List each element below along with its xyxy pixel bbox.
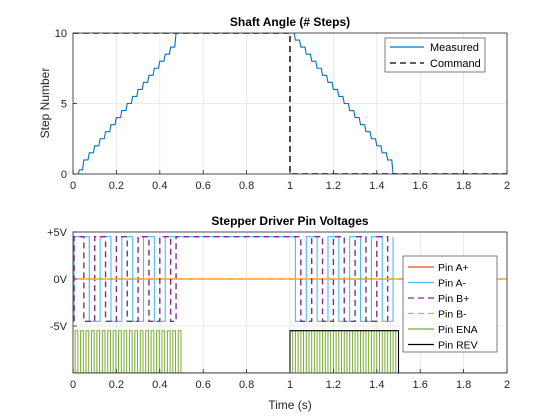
y-tick-label: 10 [55, 28, 67, 40]
legend-label-measured: Measured [430, 42, 479, 54]
y-tick-label: +5V [47, 227, 68, 239]
pin-voltages-x-ticks: 0 0.2 0.4 0.6 0.8 1 1.2 1.4 1.6 1.8 2 [70, 369, 510, 391]
x-tick-label: 2 [504, 379, 510, 391]
x-tick-label: 0.4 [152, 180, 167, 192]
series-pin-a- [73, 236, 394, 322]
x-tick-label: 0 [70, 379, 76, 391]
series-pin-ena [74, 330, 184, 373]
x-tick-label: 0 [70, 180, 76, 192]
x-tick-label: 1.8 [456, 180, 471, 192]
series-pin-b- [73, 235, 389, 322]
legend-label-pin-ena: Pin ENA [438, 324, 478, 336]
y-tick-label: -5V [50, 321, 68, 333]
pin-voltages-x-label: Time (s) [268, 398, 312, 412]
legend-label-pin-a-: Pin A- [438, 278, 467, 290]
x-tick-label: 0.6 [196, 180, 211, 192]
shaft-angle-title: Shaft Angle (# Steps) [230, 15, 350, 29]
shaft-angle-y-ticks: 0 5 10 [55, 28, 77, 181]
shaft-angle-series [73, 33, 507, 174]
x-tick-label: 1 [287, 379, 293, 391]
shaft-angle-y-label: Step Number [38, 68, 52, 139]
legend-label-command: Command [430, 58, 481, 70]
shaft-angle-axes: 0 0.2 0.4 0.6 0.8 1 1.2 1.4 1.6 1.8 2 0 5 10 Shaft A… [38, 15, 510, 192]
x-tick-label: 0.2 [109, 180, 124, 192]
pin-voltages-y-ticks: +5V 0V -5V [47, 227, 77, 333]
x-tick-label: 0.4 [152, 379, 167, 391]
legend-label-pin-b-: Pin B- [438, 309, 467, 321]
x-tick-label: 1.2 [326, 180, 341, 192]
legend-label-pin-a-: Pin A+ [438, 262, 469, 274]
x-tick-label: 1 [287, 180, 293, 192]
x-tick-label: 1.4 [369, 180, 384, 192]
x-tick-label: 1.2 [326, 379, 341, 391]
x-tick-label: 0.6 [196, 379, 211, 391]
shaft-angle-x-ticks: 0 0.2 0.4 0.6 0.8 1 1.2 1.4 1.6 1.8 2 [70, 170, 510, 192]
x-tick-label: 1.8 [456, 379, 471, 391]
x-tick-label: 0.8 [239, 180, 254, 192]
pin-voltages-axes: 0 0.2 0.4 0.6 0.8 1 1.2 1.4 1.6 1.8 2 +5V 0V -5V Ste… [47, 214, 510, 412]
shaft-angle-legend-box [384, 37, 486, 73]
pin-voltages-title: Stepper Driver Pin Voltages [211, 214, 368, 228]
series-measured [73, 33, 507, 174]
x-tick-label: 1.6 [413, 379, 428, 391]
pin-voltages-legend-box [402, 255, 498, 353]
series-pin-rev [73, 330, 507, 373]
x-tick-label: 2 [504, 180, 510, 192]
series-pin-ena [289, 330, 399, 373]
x-tick-label: 0.8 [239, 379, 254, 391]
y-tick-label: 0 [61, 169, 67, 181]
y-tick-label: 0V [54, 274, 68, 286]
legend-label-pin-b-: Pin B+ [438, 293, 469, 305]
x-tick-label: 1.4 [369, 379, 384, 391]
legend-label-pin-rev: Pin REV [438, 340, 478, 352]
x-tick-label: 1.6 [413, 180, 428, 192]
x-tick-label: 0.2 [109, 379, 124, 391]
pin-voltages-legend: Pin A+ Pin A- Pin B+ Pin B- Pin ENA Pin REV [402, 255, 498, 353]
y-tick-label: 5 [61, 99, 67, 111]
shaft-angle-legend: Measured Command [384, 37, 486, 73]
